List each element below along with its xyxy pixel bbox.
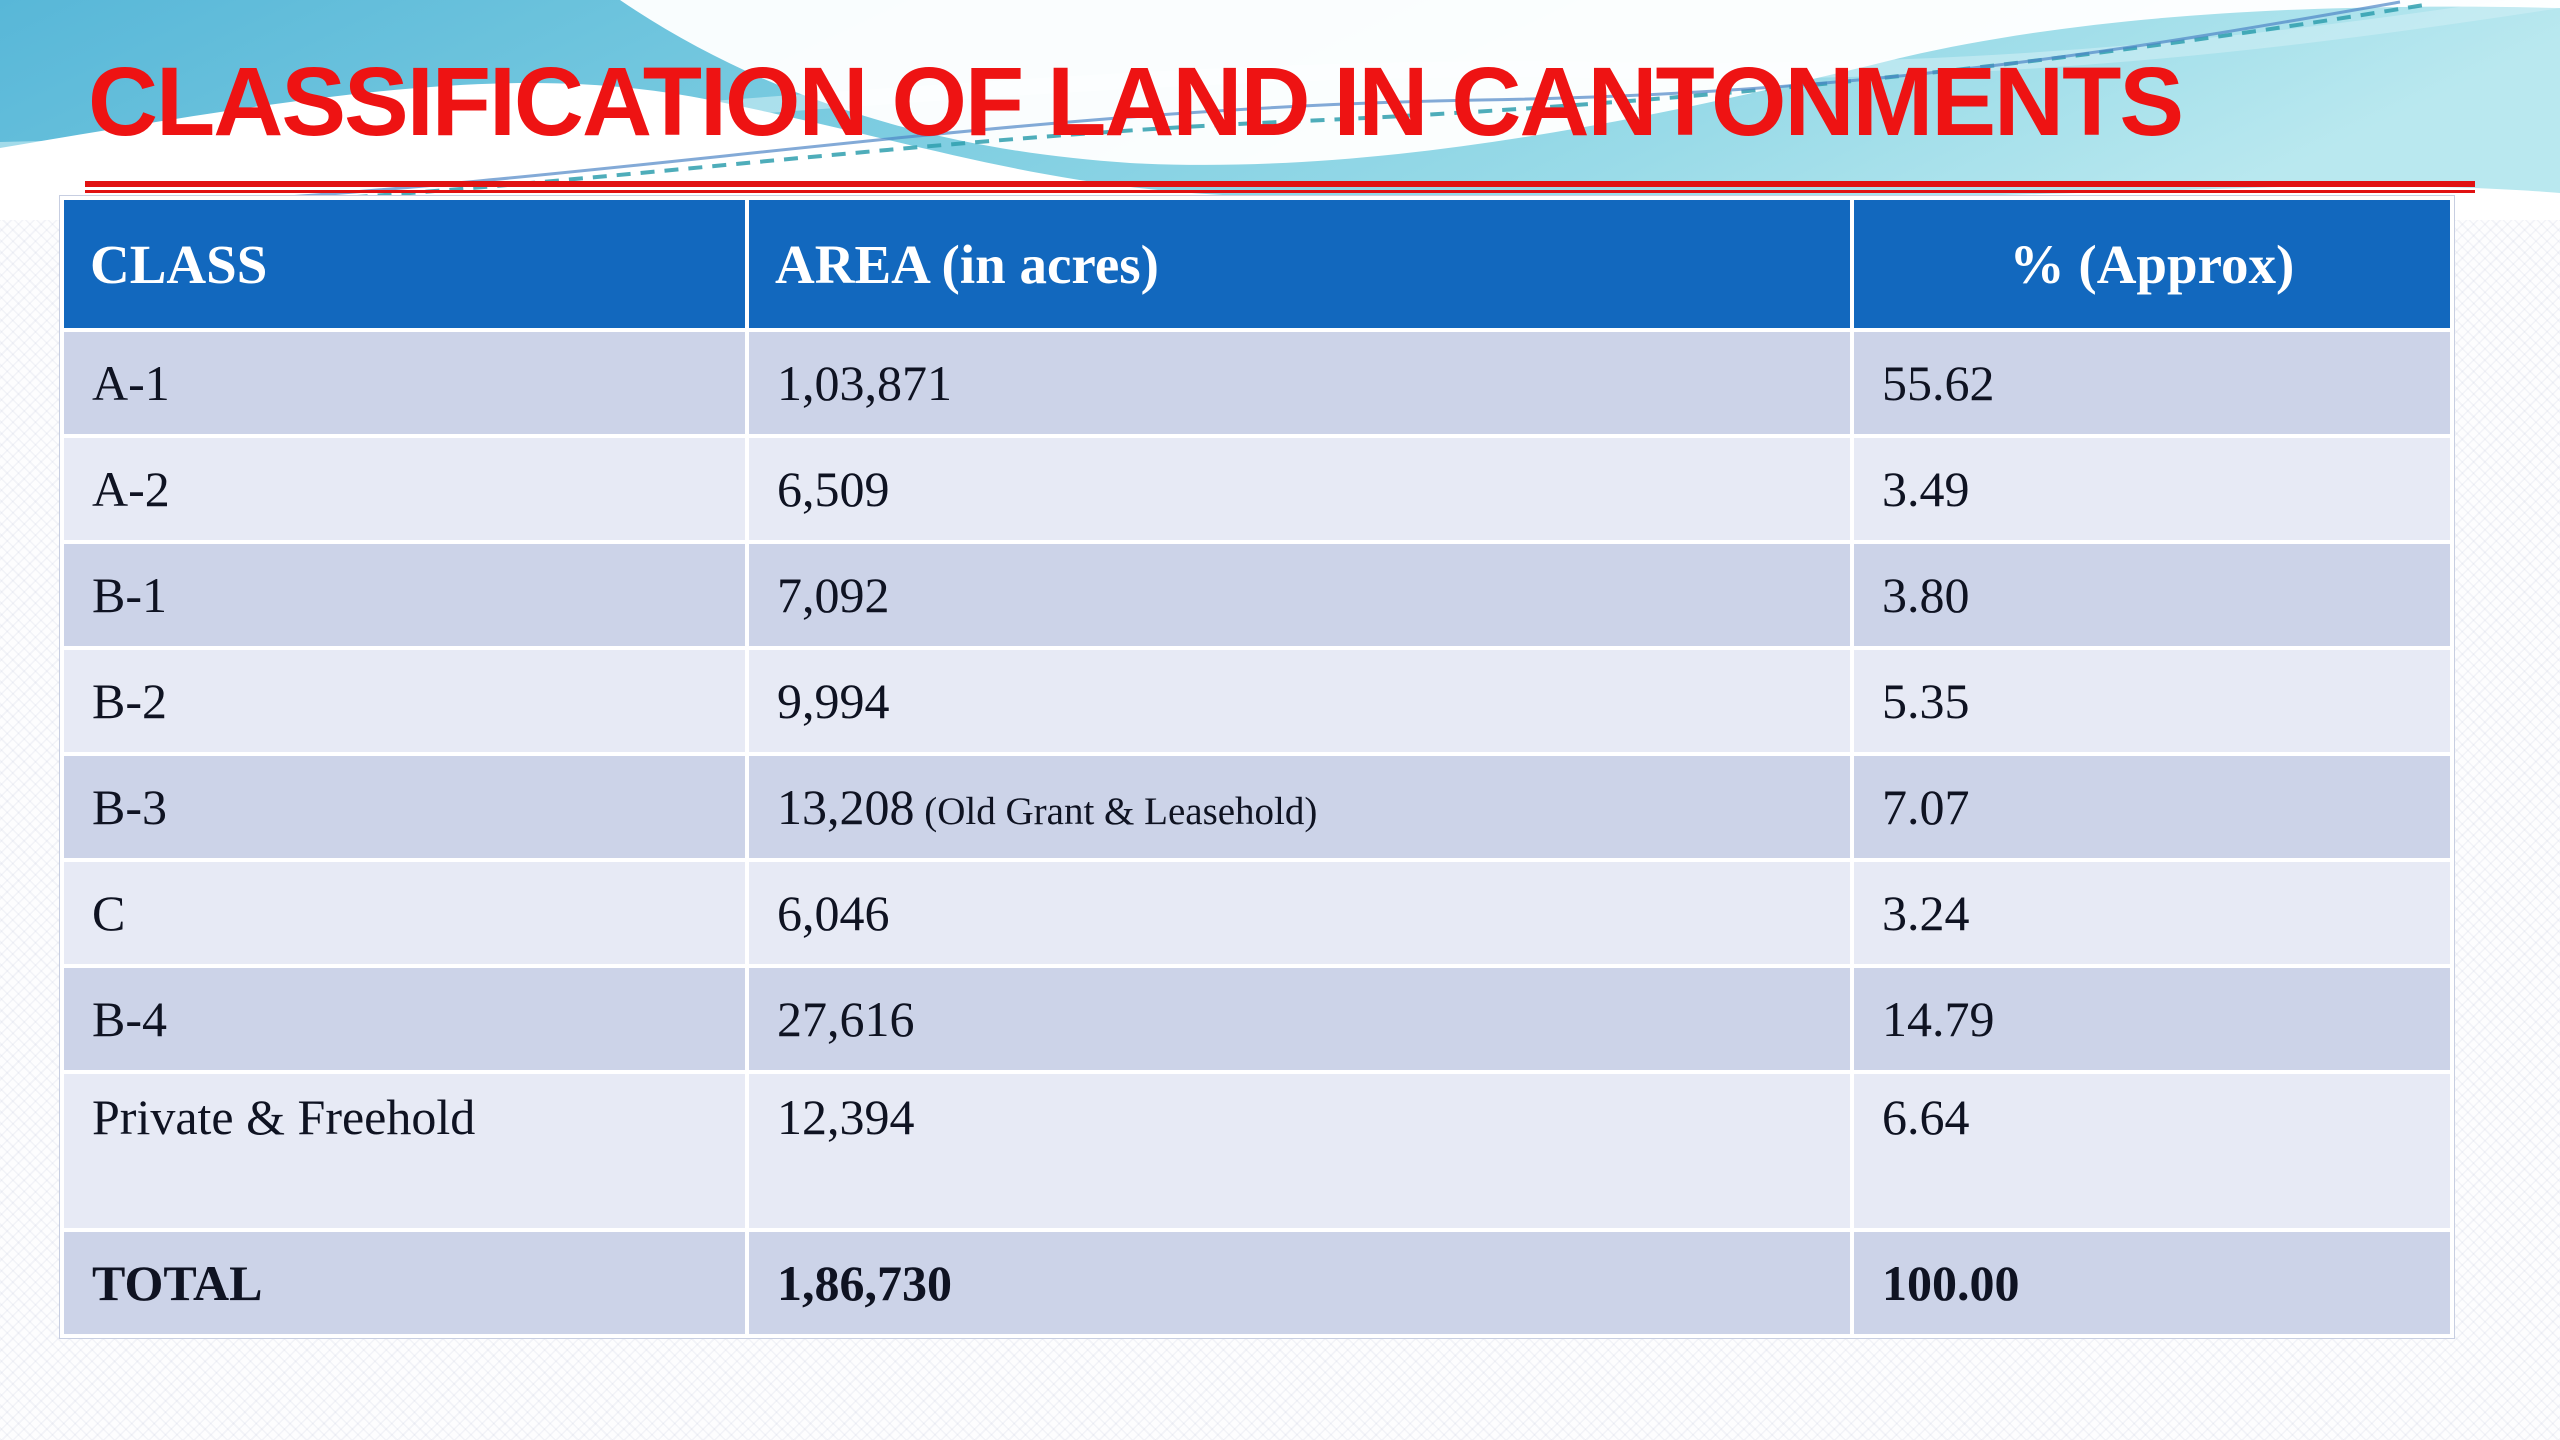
title-underline (85, 181, 2475, 193)
table-row: A-2 6,509 3.49 (60, 434, 2454, 544)
underline-thin (85, 190, 2475, 193)
cell-class: B-4 (60, 964, 749, 1074)
title-block: CLASSIFICATION OF LAND IN CANTONMENTS (88, 46, 2480, 158)
land-classification-table: CLASS AREA (in acres) % (Approx) A-1 1,03… (59, 195, 2455, 1339)
cell-pct: 3.24 (1850, 858, 2454, 968)
cell-class: B-1 (60, 540, 749, 650)
table-row: B-2 9,994 5.35 (60, 646, 2454, 756)
cell-area: 6,046 (745, 858, 1854, 968)
cell-area: 12,394 (745, 1070, 1854, 1232)
cell-area-note: (Old Grant & Leasehold) (914, 790, 1318, 833)
header-area: AREA (in acres) (745, 196, 1854, 332)
cell-area: 7,092 (745, 540, 1854, 650)
cell-area: 9,994 (745, 646, 1854, 756)
header-class: CLASS (60, 196, 749, 332)
table-row: A-1 1,03,871 55.62 (60, 328, 2454, 438)
cell-class: A-2 (60, 434, 749, 544)
cell-area: 13,208 (Old Grant & Leasehold) (745, 752, 1854, 862)
cell-area: 27,616 (745, 964, 1854, 1074)
cell-pct: 3.49 (1850, 434, 2454, 544)
cell-pct: 55.62 (1850, 328, 2454, 438)
table-total-row: TOTAL 1,86,730 100.00 (60, 1228, 2454, 1338)
cell-area: 1,03,871 (745, 328, 1854, 438)
table-row: B-3 13,208 (Old Grant & Leasehold) 7.07 (60, 752, 2454, 862)
cell-class: A-1 (60, 328, 749, 438)
header-row: CLASS AREA (in acres) % (Approx) (60, 196, 2454, 332)
cell-pct: 5.35 (1850, 646, 2454, 756)
cell-pct: 3.80 (1850, 540, 2454, 650)
underline-thick (85, 181, 2475, 187)
table-header: CLASS AREA (in acres) % (Approx) (60, 196, 2454, 332)
cell-pct: 7.07 (1850, 752, 2454, 862)
cell-pct: 14.79 (1850, 964, 2454, 1074)
header-pct: % (Approx) (1850, 196, 2454, 332)
table-footer: TOTAL 1,86,730 100.00 (60, 1228, 2454, 1338)
cell-area: 6,509 (745, 434, 1854, 544)
cell-class: C (60, 858, 749, 968)
cell-pct: 6.64 (1850, 1070, 2454, 1232)
blue-curve (139, 0, 2401, 208)
total-area: 1,86,730 (745, 1228, 1854, 1338)
table-row: B-1 7,092 3.80 (60, 540, 2454, 650)
table-body: A-1 1,03,871 55.62 A-2 6,509 3.49 B-1 7,092 3.80… (60, 328, 2454, 1232)
total-label: TOTAL (60, 1228, 749, 1338)
slide-title: CLASSIFICATION OF LAND IN CANTONMENTS (88, 47, 2184, 156)
cell-class: Private & Freehold (60, 1070, 749, 1232)
cell-class: B-2 (60, 646, 749, 756)
table-row: Private & Freehold 12,394 6.64 (60, 1070, 2454, 1232)
table-row: B-4 27,616 14.79 (60, 964, 2454, 1074)
top-white-wave (620, 0, 2560, 165)
cell-class: B-3 (60, 752, 749, 862)
table-row: C 6,046 3.24 (60, 858, 2454, 968)
total-pct: 100.00 (1850, 1228, 2454, 1338)
